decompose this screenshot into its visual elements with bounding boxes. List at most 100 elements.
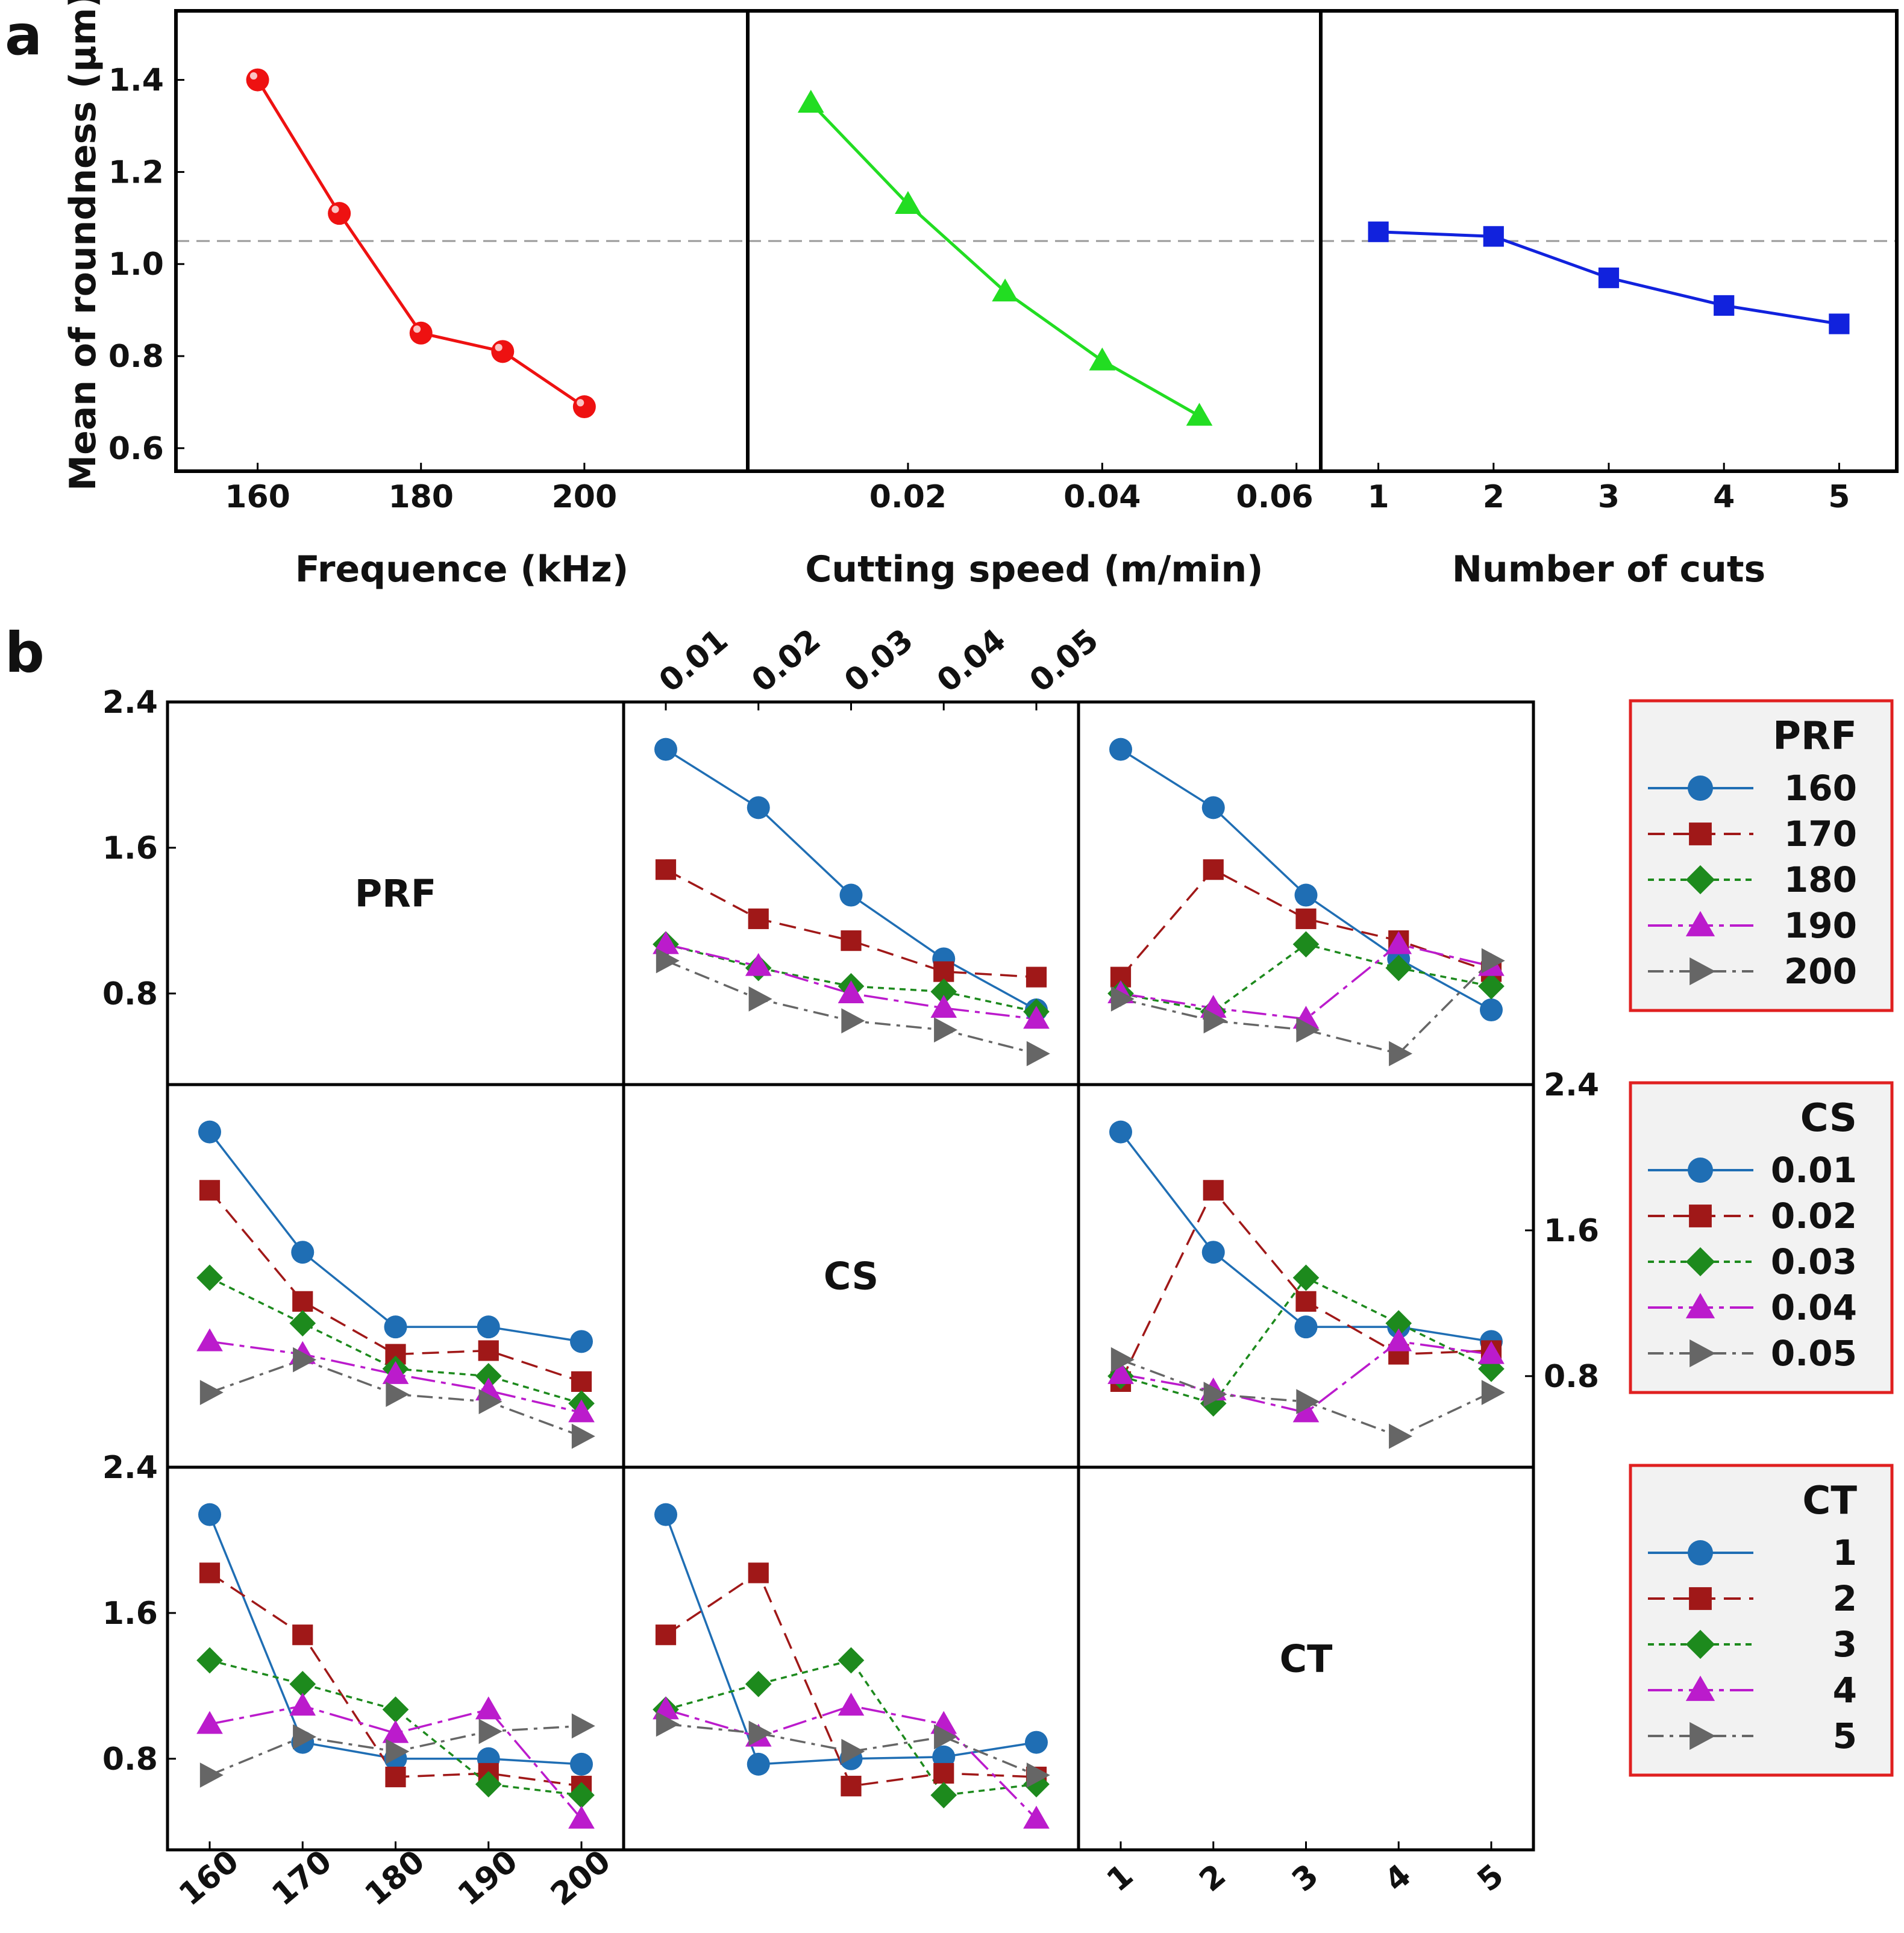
data-point	[198, 1503, 221, 1526]
data-point	[1110, 1347, 1135, 1373]
data-point	[491, 340, 515, 363]
data-point	[1292, 931, 1320, 958]
y-tick-label: 1.6	[102, 830, 158, 866]
data-point-body	[246, 68, 269, 92]
data-point	[289, 1670, 316, 1697]
data-point	[933, 961, 954, 982]
legend-swatch-marker	[1685, 865, 1715, 895]
data-point	[656, 948, 680, 974]
data-point-body	[572, 395, 596, 419]
data-point	[1107, 1361, 1134, 1384]
legend-entry-label: 170	[1784, 813, 1857, 854]
data-point	[199, 1180, 221, 1201]
legend-entry-label: 1	[1833, 1532, 1857, 1573]
data-point	[478, 1718, 503, 1744]
data-point	[745, 1670, 772, 1697]
data-point	[1186, 403, 1213, 426]
legend-swatch-marker	[1688, 1540, 1713, 1565]
data-point	[838, 980, 865, 1003]
legend-entry-label: 0.01	[1771, 1150, 1857, 1191]
data-point	[1478, 973, 1505, 1000]
data-point	[196, 1711, 223, 1734]
x-tick-label: 4	[1378, 1857, 1418, 1899]
data-point	[571, 1713, 595, 1739]
x-tick-label: 160	[172, 1843, 246, 1913]
data-point-highlight	[331, 205, 339, 213]
data-point	[1203, 1180, 1224, 1201]
legend-title: PRF	[1773, 714, 1857, 759]
data-point	[747, 1752, 770, 1776]
y-tick-label: 0.6	[108, 431, 164, 467]
legend-title: CS	[1800, 1096, 1857, 1141]
data-point	[841, 1738, 865, 1764]
data-point	[199, 1380, 224, 1405]
data-point	[992, 278, 1018, 302]
data-point	[653, 931, 679, 954]
data-point	[654, 1503, 677, 1526]
data-point	[289, 1693, 316, 1716]
legend-entry-label: 200	[1784, 951, 1857, 992]
data-point	[196, 1328, 223, 1352]
legend-entry-label: 190	[1784, 905, 1857, 946]
legend-entry-label: 0.03	[1771, 1241, 1857, 1282]
y-tick-label: 0.8	[102, 976, 158, 1012]
data-point	[745, 953, 772, 976]
y-axis-label: Mean of roundness (μm)	[62, 0, 104, 491]
data-point	[572, 395, 596, 419]
x-tick-label: 4	[1713, 479, 1735, 515]
series-line	[209, 1705, 583, 1820]
data-point	[199, 1562, 221, 1584]
data-point	[293, 1347, 317, 1373]
panel-a-letter: a	[5, 3, 42, 67]
data-point	[1481, 948, 1505, 974]
data-point	[1714, 295, 1735, 316]
legend-entry-label: 2	[1833, 1578, 1857, 1619]
panel-a-subplot-3: 1 2 3 4 5 Number of cuts	[1319, 9, 1899, 591]
legend-swatch-marker	[1688, 1158, 1713, 1183]
data-point	[655, 859, 677, 880]
data-point	[1296, 1017, 1320, 1043]
legend-entry-label: 180	[1784, 859, 1857, 900]
data-point	[655, 1624, 677, 1646]
data-point	[797, 89, 824, 113]
data-point-body	[328, 202, 351, 225]
subplot-frame	[1319, 9, 1899, 473]
data-point	[895, 191, 921, 215]
data-point	[385, 1766, 406, 1788]
data-point-highlight	[249, 72, 258, 80]
data-point	[409, 321, 433, 345]
data-point	[654, 738, 677, 761]
data-point	[930, 978, 957, 1005]
interaction-cell-r0-c2	[1107, 738, 1505, 1067]
data-point	[1023, 1006, 1050, 1029]
x-tick-label: 160	[225, 479, 290, 515]
panel-a-subplot-1: 160 180 200 Frequence (kHz)	[174, 9, 750, 591]
panel-b-letter: b	[5, 621, 45, 685]
x-tick-label: 2	[1483, 479, 1505, 515]
legend-swatch-marker	[1685, 910, 1715, 936]
data-point	[1295, 908, 1317, 929]
data-point	[1385, 954, 1412, 982]
data-point	[934, 1724, 958, 1750]
data-point	[1201, 1241, 1225, 1264]
legend-entry-label: 4	[1833, 1670, 1857, 1711]
data-point	[1203, 1382, 1227, 1407]
legend-swatch-marker	[1688, 775, 1713, 801]
data-point	[1292, 1399, 1320, 1423]
legend-entry-label: 0.02	[1771, 1195, 1857, 1236]
data-point	[930, 995, 957, 1018]
data-point	[656, 1711, 680, 1737]
data-point	[1829, 313, 1850, 334]
x-tick-label: 1	[1100, 1857, 1140, 1899]
data-point	[1026, 1762, 1050, 1788]
x-tick-label: 5	[1471, 1857, 1511, 1899]
data-point	[196, 1264, 223, 1291]
diagonal-label-prf: PRF	[355, 872, 437, 916]
y-tick-label: 2.4	[102, 685, 158, 721]
x-tick-label: 0.04	[1063, 479, 1141, 515]
data-point	[1385, 1328, 1412, 1352]
data-point	[292, 1291, 313, 1312]
x-tick-label: 0.02	[745, 622, 828, 700]
data-point	[841, 1008, 865, 1034]
data-point	[748, 986, 772, 1012]
